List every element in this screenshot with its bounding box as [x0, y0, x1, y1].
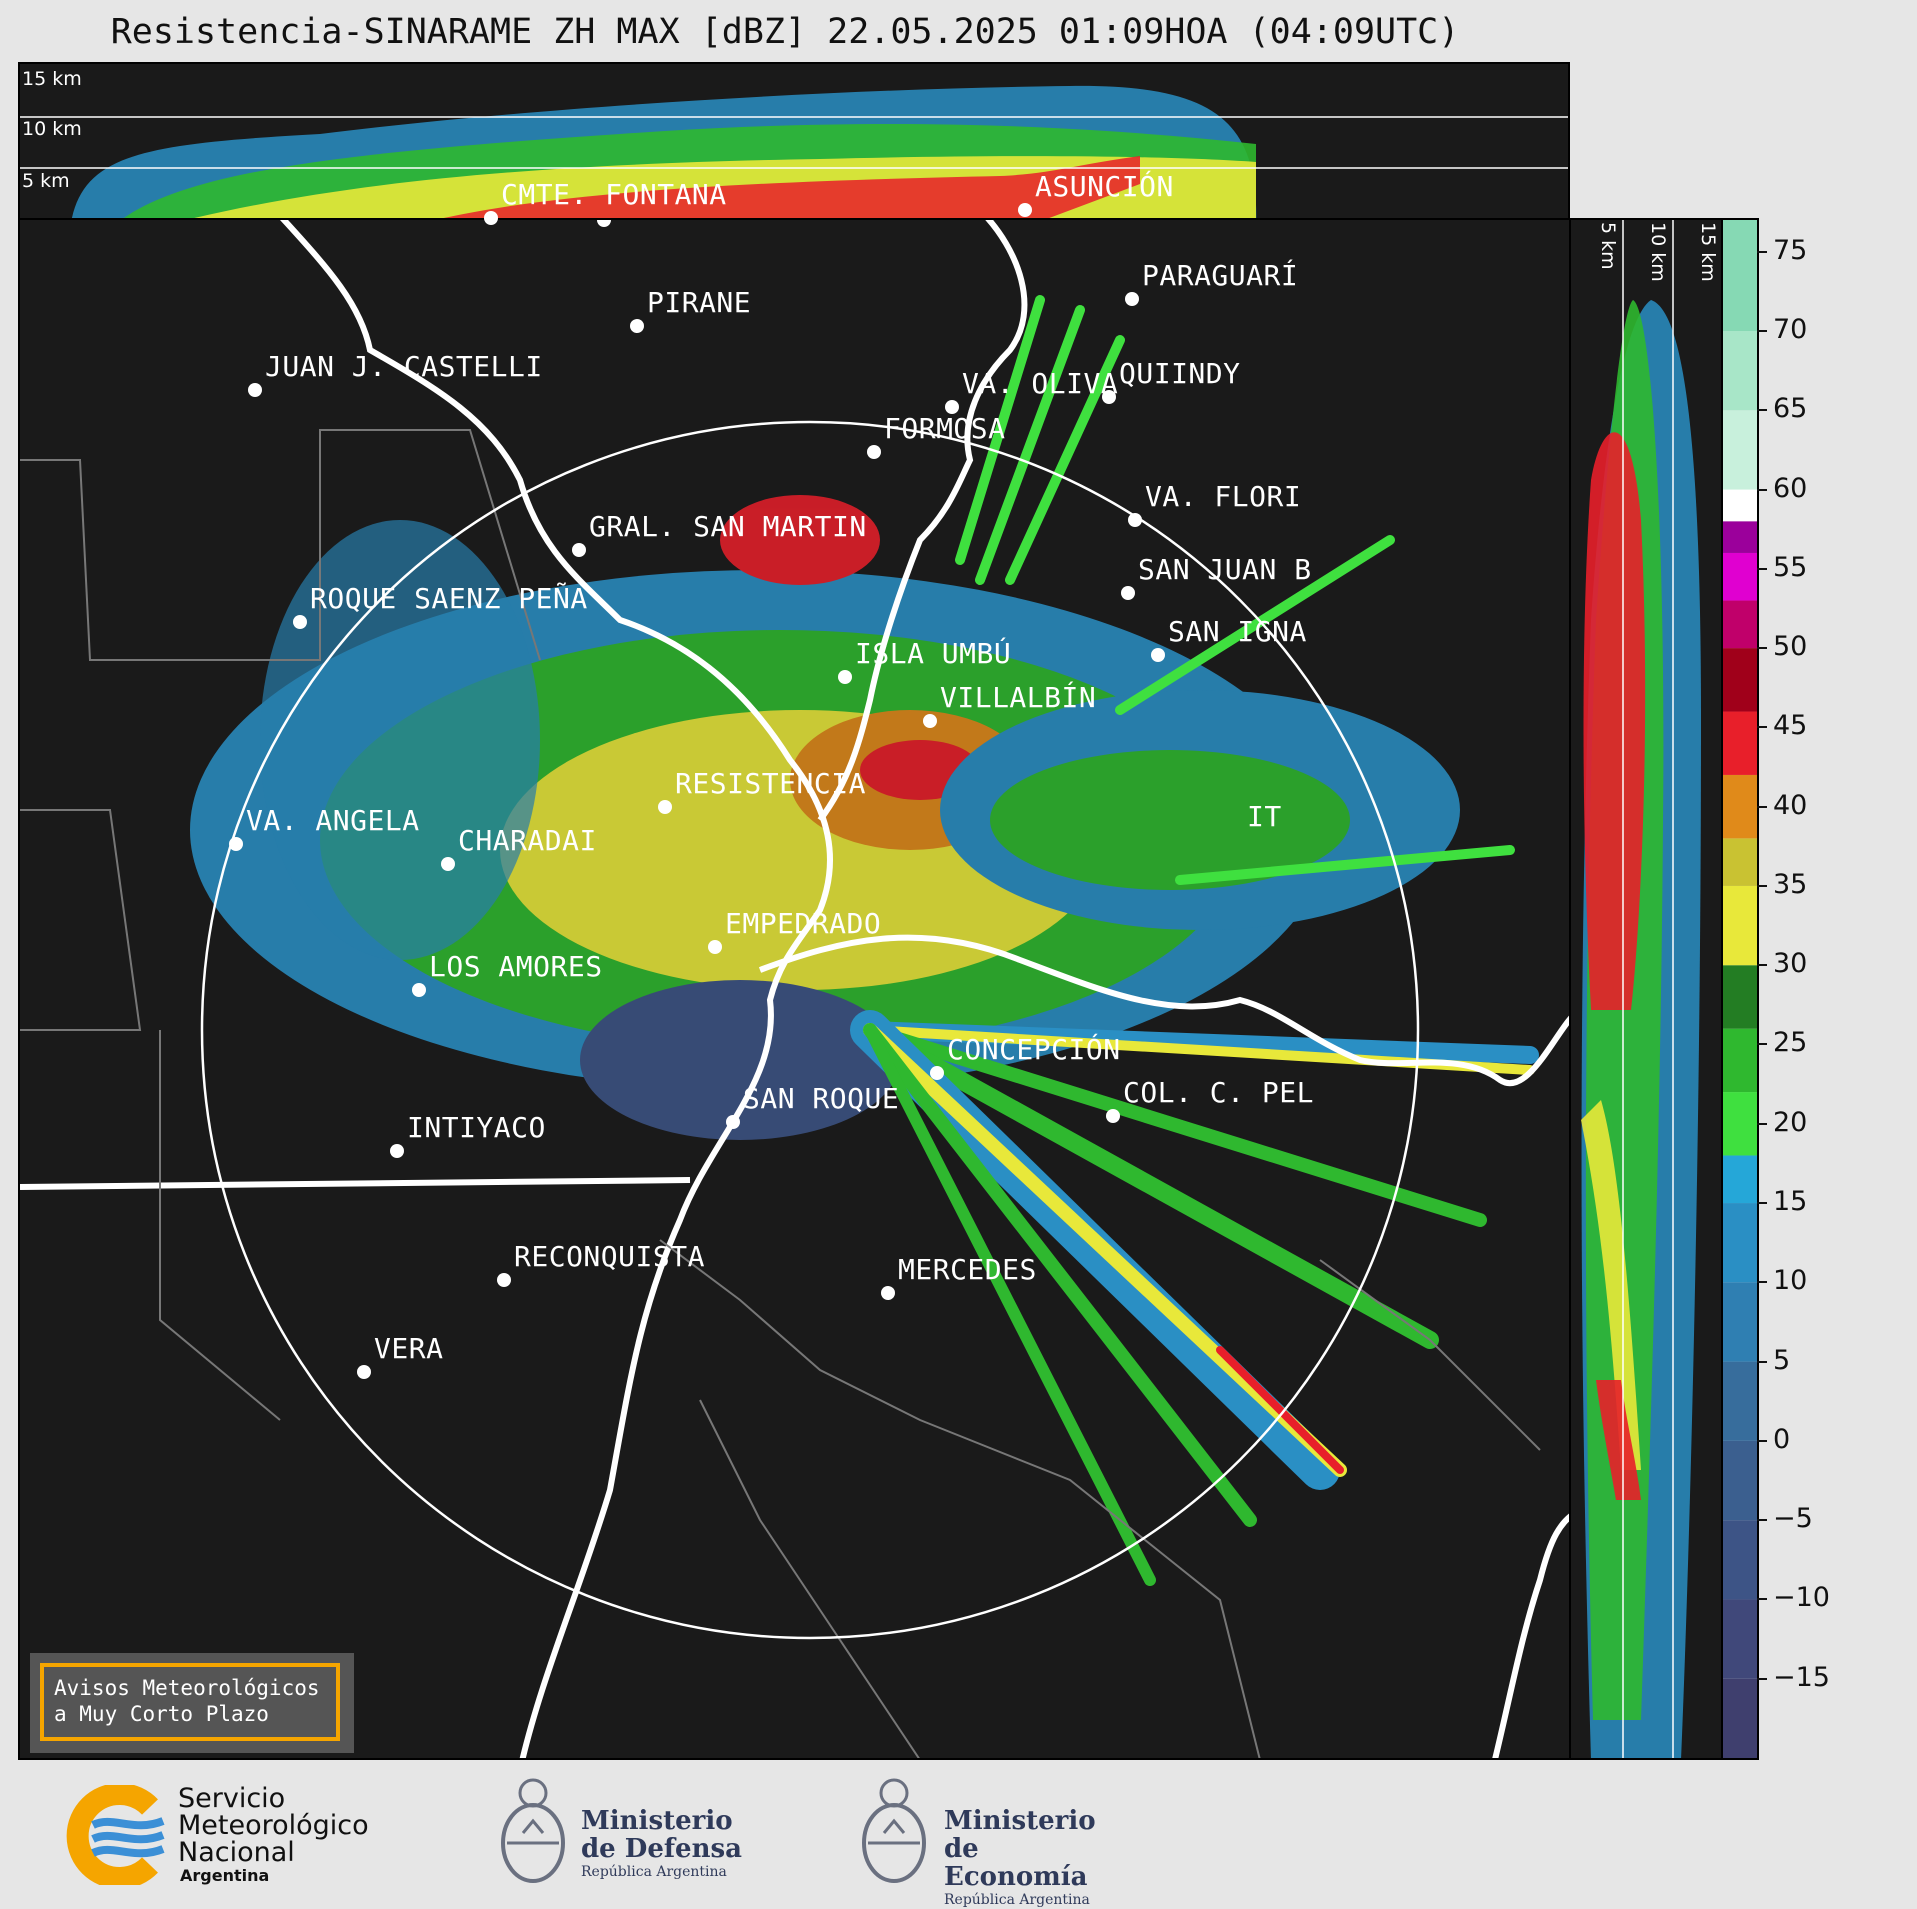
colorbar-tick-mark — [1757, 964, 1767, 967]
colorbar-tick-mark — [1757, 1043, 1767, 1046]
colorbar-band — [1723, 1599, 1757, 1679]
smn-line3: Nacional — [178, 1837, 295, 1868]
colorbar-band — [1723, 1440, 1757, 1521]
top-height-label-15: 15 km — [22, 68, 82, 90]
economia-logo: Ministerio de Economía República Argenti… — [856, 1773, 1126, 1908]
colorbar-tick-mark — [1757, 250, 1767, 253]
defensa-line3: República Argentina — [581, 1864, 727, 1880]
smn-line1: Servicio — [178, 1783, 286, 1814]
colorbar-band — [1723, 1155, 1757, 1204]
smn-line2: Meteorológico — [178, 1810, 369, 1841]
colorbar-band — [1723, 1028, 1757, 1093]
coat-of-arms-icon — [501, 1778, 565, 1883]
colorbar-band — [1723, 1361, 1757, 1441]
colorbar-tick-label: −5 — [1773, 1503, 1813, 1535]
colorbar-tick-label: 0 — [1773, 1423, 1791, 1455]
colorbar-band — [1723, 521, 1757, 553]
colorbar-tick-mark — [1757, 884, 1767, 887]
top-echo-profile — [20, 85, 1568, 218]
colorbar-band — [1723, 552, 1757, 601]
colorbar-tick-mark — [1757, 1122, 1767, 1125]
colorbar-tick-mark — [1757, 1677, 1767, 1680]
defensa-logo: Ministerio de Defensa República Argentin… — [495, 1773, 755, 1893]
economia-line3: República Argentina — [944, 1892, 1090, 1908]
coat-of-arms-icon — [862, 1778, 926, 1883]
colorbar-tick-label: 50 — [1773, 631, 1808, 663]
radar-map-layer — [20, 220, 1569, 1758]
colorbar-band — [1723, 220, 1757, 331]
colorbar-tick-label: 20 — [1773, 1106, 1808, 1138]
colorbar-tick-label: 45 — [1773, 710, 1808, 742]
colorbar-band — [1723, 1092, 1757, 1156]
colorbar-band — [1723, 489, 1757, 522]
colorbar-tick-mark — [1757, 1519, 1767, 1522]
radar-map-panel — [18, 218, 1571, 1760]
defensa-line2: de Defensa — [581, 1834, 742, 1864]
side-height-panel: 5 km 10 km 15 km — [1569, 218, 1723, 1760]
colorbar-tick-mark — [1757, 1202, 1767, 1205]
colorbar-tick-mark — [1757, 805, 1767, 808]
colorbar-tick-label: 10 — [1773, 1265, 1808, 1297]
colorbar-gradient — [1723, 220, 1757, 1758]
colorbar-band — [1723, 1520, 1757, 1600]
colorbar-tick-label: 15 — [1773, 1186, 1808, 1218]
colorbar-band — [1723, 774, 1757, 839]
economia-line2: de Economía — [944, 1834, 1088, 1892]
smn-emblem-icon — [66, 1785, 165, 1885]
colorbar-band — [1723, 600, 1757, 649]
top-height-label-5: 5 km — [22, 170, 70, 192]
colorbar-band — [1723, 1678, 1757, 1758]
colorbar-band — [1723, 648, 1757, 712]
colorbar-band — [1723, 1282, 1757, 1362]
colorbar-tick-mark — [1757, 647, 1767, 650]
colorbar-tick-label: 55 — [1773, 551, 1808, 583]
colorbar-band — [1723, 885, 1757, 966]
colorbar-tick-mark — [1757, 1281, 1767, 1284]
smn-line4: Argentina — [180, 1866, 270, 1885]
colorbar-tick-mark — [1757, 488, 1767, 491]
figure-title: Resistencia-SINARAME ZH MAX [dBZ] 22.05.… — [110, 12, 1460, 52]
colorbar-tick-mark — [1757, 409, 1767, 412]
side-height-label-15: 15 km — [1697, 222, 1719, 282]
colorbar-tick-mark — [1757, 567, 1767, 570]
colorbar-tick-mark — [1757, 726, 1767, 729]
colorbar-band — [1723, 1203, 1757, 1283]
colorbar-band — [1723, 330, 1757, 411]
smn-logo: Servicio Meteorológico Nacional Argentin… — [58, 1785, 388, 1885]
colorbar-tick-label: −15 — [1773, 1661, 1830, 1693]
side-height-label-5: 5 km — [1597, 222, 1619, 270]
colorbar-band — [1723, 410, 1757, 490]
colorbar-tick-label: 5 — [1773, 1344, 1791, 1376]
colorbar-band — [1723, 965, 1757, 1029]
top-height-label-10: 10 km — [22, 118, 82, 140]
colorbar-tick-label: 25 — [1773, 1027, 1808, 1059]
colorbar — [1721, 218, 1759, 1760]
colorbar-band — [1723, 711, 1757, 775]
colorbar-tick-mark — [1757, 1598, 1767, 1601]
colorbar-tick-mark — [1757, 1439, 1767, 1442]
colorbar-tick-label: 35 — [1773, 868, 1808, 900]
colorbar-tick-label: 60 — [1773, 472, 1808, 504]
colorbar-tick-mark — [1757, 1360, 1767, 1363]
economia-line1: Ministerio — [944, 1806, 1096, 1836]
colorbar-band — [1723, 838, 1757, 886]
avisos-line2: a Muy Corto Plazo — [54, 1702, 269, 1726]
top-height-panel: 15 km 10 km 5 km — [18, 62, 1570, 220]
colorbar-tick-label: 65 — [1773, 393, 1808, 425]
colorbar-tick-mark — [1757, 329, 1767, 332]
colorbar-tick-label: 40 — [1773, 789, 1808, 821]
defensa-line1: Ministerio — [581, 1806, 733, 1836]
colorbar-tick-label: 30 — [1773, 948, 1808, 980]
colorbar-tick-label: 75 — [1773, 234, 1808, 266]
avisos-badge: Avisos Meteorológicos a Muy Corto Plazo — [30, 1653, 354, 1753]
colorbar-tick-label: 70 — [1773, 313, 1808, 345]
side-echo-profile — [1581, 220, 1701, 1758]
colorbar-tick-label: −10 — [1773, 1582, 1830, 1614]
side-height-label-10: 10 km — [1647, 222, 1669, 282]
avisos-line1: Avisos Meteorológicos — [54, 1676, 320, 1700]
